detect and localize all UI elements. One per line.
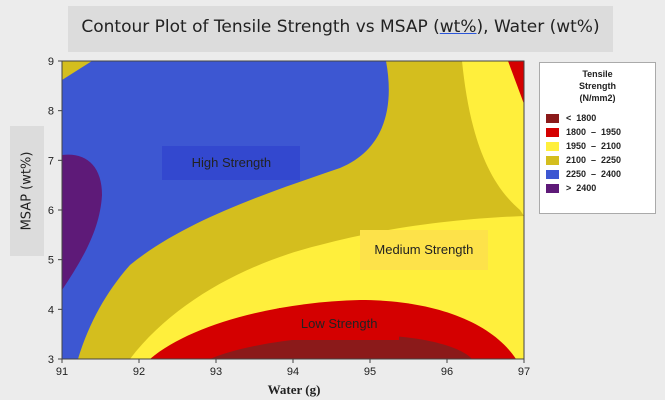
legend-swatch [546, 128, 559, 137]
region-below-1800 [210, 335, 472, 359]
y-tick-label: 8 [48, 106, 54, 118]
y-tick-label: 7 [48, 155, 54, 167]
legend-swatch [546, 170, 559, 179]
region-top-right-1800-1950 [508, 61, 524, 104]
legend-swatch [546, 156, 559, 165]
legend: Tensile Strength (N/mm2) < 1800 1800 – 19… [539, 62, 656, 214]
region-above-2400 [62, 154, 102, 290]
x-tick-label: 93 [210, 366, 222, 378]
legend-label: > 2400 [566, 183, 597, 193]
y-tick-label: 5 [48, 255, 54, 267]
chart-title: Contour Plot of Tensile Strength vs MSAP… [81, 17, 600, 37]
legend-swatch [546, 142, 559, 151]
legend-swatch [546, 184, 559, 193]
legend-label: 1950 – 2100 [566, 141, 622, 151]
annotation-high-strength: High Strength [162, 145, 301, 180]
x-tick-label: 96 [441, 366, 453, 378]
y-tick-label: 4 [48, 304, 54, 316]
region-2250-2400 [62, 61, 389, 359]
x-tick-label: 94 [287, 366, 299, 378]
annotation-low-strength: Low Strength [279, 308, 400, 341]
legend-label: 1800 – 1950 [566, 127, 622, 137]
annotation-medium-strength: Medium Strength [359, 229, 488, 270]
x-tick-label: 97 [518, 366, 530, 378]
x-tick-label: 95 [364, 366, 376, 378]
legend-label: 2100 – 2250 [566, 155, 622, 165]
y-axis-label-box [10, 126, 44, 256]
x-tick-label: 91 [56, 366, 68, 378]
y-tick-label: 6 [48, 205, 54, 217]
x-tick-label: 92 [133, 366, 145, 378]
y-tick-label: 3 [48, 354, 54, 366]
legend-label: < 1800 [566, 113, 597, 123]
title-box: Contour Plot of Tensile Strength vs MSAP… [68, 6, 613, 52]
region-top-left-2100-2250 [62, 61, 92, 80]
y-tick-label: 9 [48, 56, 54, 68]
legend-swatch [546, 114, 559, 123]
legend-title: Tensile Strength (N/mm2) [579, 69, 616, 103]
x-axis-label: Water (g) [267, 382, 321, 397]
legend-label: 2250 – 2400 [566, 169, 622, 179]
